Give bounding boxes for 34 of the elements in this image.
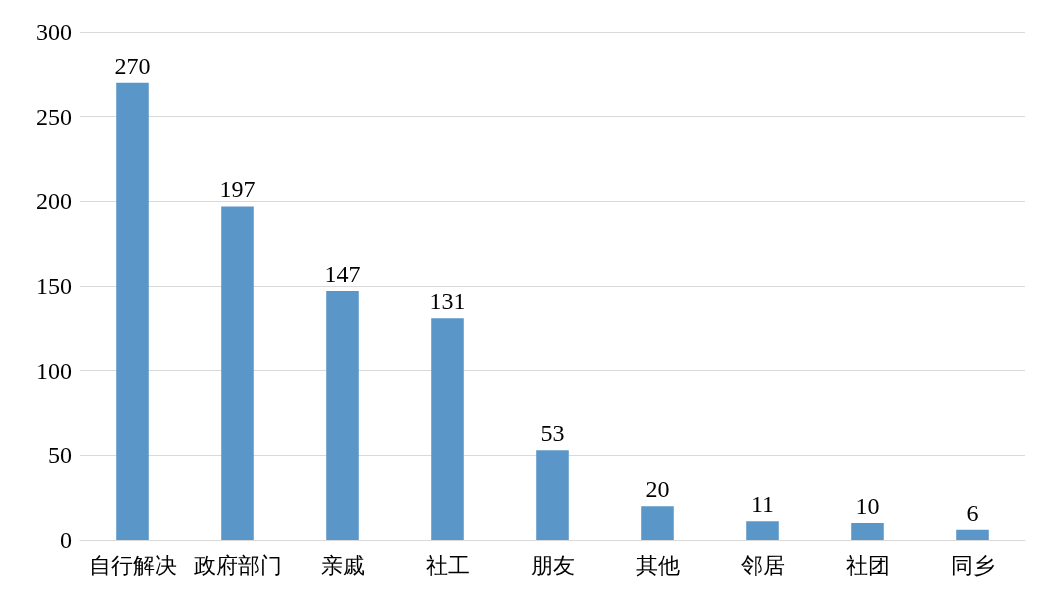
bar	[221, 206, 254, 540]
x-tick-label: 其他	[635, 552, 680, 578]
bar	[326, 291, 359, 540]
bar	[641, 506, 674, 540]
bar	[116, 82, 149, 540]
data-label: 20	[645, 476, 670, 503]
bar	[956, 529, 989, 540]
y-tick-label: 0	[60, 527, 72, 553]
x-tick-label: 亲戚	[320, 552, 365, 578]
bar	[746, 521, 779, 540]
y-tick-label: 250	[36, 103, 72, 130]
data-label: 10	[855, 493, 880, 520]
data-label: 11	[750, 491, 775, 518]
bar	[851, 523, 884, 540]
y-tick-label: 50	[48, 442, 72, 469]
data-label: 147	[324, 261, 361, 288]
x-tick-label: 同乡	[950, 552, 995, 578]
bar	[431, 318, 464, 540]
x-tick-label: 邻居	[740, 552, 785, 578]
data-label: 131	[429, 288, 466, 315]
x-tick-label: 朋友	[530, 552, 575, 578]
bar	[536, 450, 569, 540]
x-tick-label: 政府部门	[193, 552, 282, 578]
data-label: 270	[114, 52, 151, 79]
x-tick-label: 社团	[845, 552, 890, 578]
y-tick-label: 300	[36, 19, 72, 45]
y-tick-label: 200	[36, 188, 72, 215]
y-tick-label: 150	[36, 273, 72, 299]
data-label: 197	[219, 176, 256, 203]
x-tick-label: 自行解决	[88, 552, 177, 578]
y-tick-label: 100	[36, 357, 72, 384]
x-tick-label: 社工	[425, 552, 470, 578]
data-label: 6	[966, 499, 979, 526]
data-label: 53	[540, 420, 565, 447]
